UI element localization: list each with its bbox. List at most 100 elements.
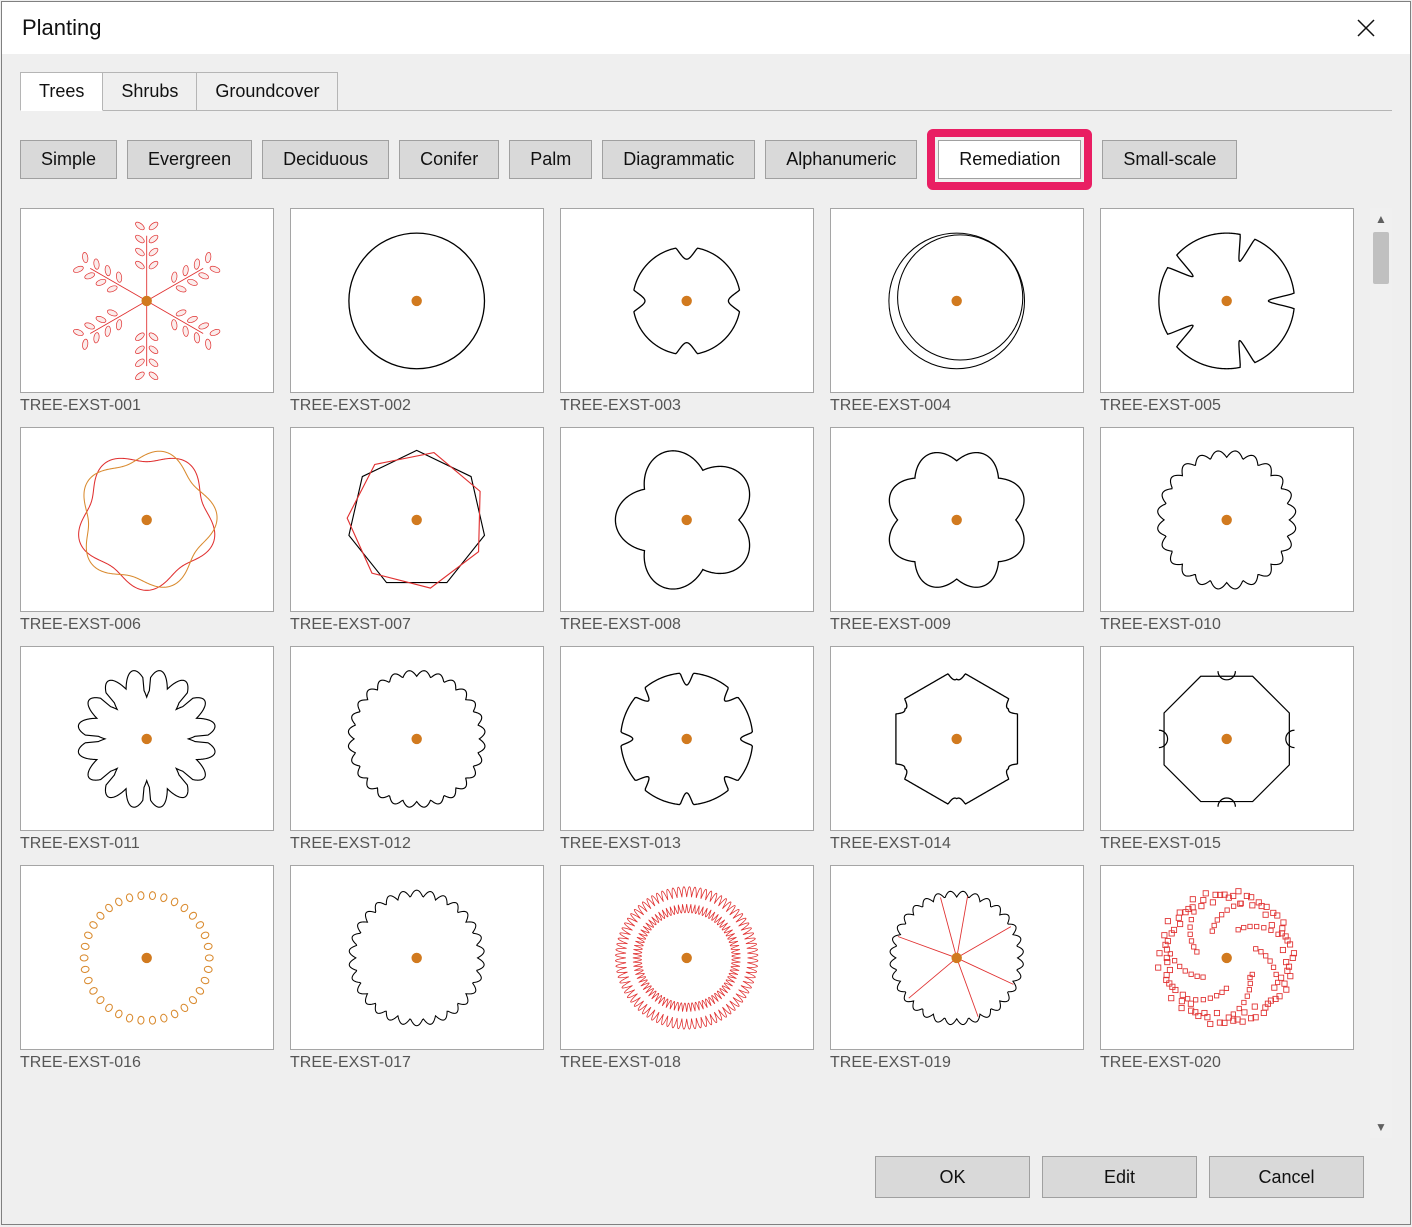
symbol-caption: TREE-EXST-016 bbox=[20, 1054, 274, 1072]
symbol-caption: TREE-EXST-001 bbox=[20, 397, 274, 415]
symbol-caption: TREE-EXST-019 bbox=[830, 1054, 1084, 1072]
symbol-thumb-tree-exst-005[interactable] bbox=[1100, 208, 1354, 393]
close-button[interactable] bbox=[1342, 4, 1390, 52]
symbol-cell: TREE-EXST-010 bbox=[1100, 427, 1354, 634]
symbol-thumb-tree-exst-004[interactable] bbox=[830, 208, 1084, 393]
tree-symbol-icon bbox=[1107, 652, 1346, 826]
symbol-cell: TREE-EXST-009 bbox=[830, 427, 1084, 634]
tree-symbol-icon bbox=[567, 871, 806, 1045]
tree-symbol-icon bbox=[1107, 433, 1346, 607]
sub-tab-deciduous[interactable]: Deciduous bbox=[262, 140, 389, 179]
scroll-down-arrow[interactable]: ▼ bbox=[1370, 1116, 1392, 1138]
symbol-caption: TREE-EXST-006 bbox=[20, 616, 274, 634]
sub-tab-alphanumeric[interactable]: Alphanumeric bbox=[765, 140, 917, 179]
symbol-cell: TREE-EXST-007 bbox=[290, 427, 544, 634]
close-icon bbox=[1356, 18, 1376, 38]
symbol-thumb-tree-exst-015[interactable] bbox=[1100, 646, 1354, 831]
scroll-track[interactable] bbox=[1370, 230, 1392, 1116]
symbol-thumb-tree-exst-017[interactable] bbox=[290, 865, 544, 1050]
symbol-cell: TREE-EXST-005 bbox=[1100, 208, 1354, 415]
symbol-caption: TREE-EXST-004 bbox=[830, 397, 1084, 415]
planting-dialog: Planting TreesShrubsGroundcover Simple Ev… bbox=[1, 1, 1411, 1225]
symbol-caption: TREE-EXST-002 bbox=[290, 397, 544, 415]
symbol-cell: TREE-EXST-006 bbox=[20, 427, 274, 634]
symbol-caption: TREE-EXST-009 bbox=[830, 616, 1084, 634]
tree-symbol-icon bbox=[27, 652, 266, 826]
symbol-cell: TREE-EXST-004 bbox=[830, 208, 1084, 415]
symbol-caption: TREE-EXST-011 bbox=[20, 835, 274, 853]
tree-symbol-icon bbox=[837, 433, 1076, 607]
tree-symbol-icon bbox=[837, 871, 1076, 1045]
dialog-content: TreesShrubsGroundcover Simple Evergreen De… bbox=[2, 54, 1410, 1224]
symbol-thumb-tree-exst-016[interactable] bbox=[20, 865, 274, 1050]
symbol-thumb-tree-exst-013[interactable] bbox=[560, 646, 814, 831]
symbol-caption: TREE-EXST-007 bbox=[290, 616, 544, 634]
button-row: OK Edit Cancel bbox=[20, 1138, 1392, 1206]
scroll-up-arrow[interactable]: ▲ bbox=[1370, 208, 1392, 230]
tree-symbol-icon bbox=[297, 214, 536, 388]
symbol-thumb-tree-exst-001[interactable] bbox=[20, 208, 274, 393]
sub-tab-palm[interactable]: Palm bbox=[509, 140, 592, 179]
symbol-caption: TREE-EXST-020 bbox=[1100, 1054, 1354, 1072]
symbol-cell: TREE-EXST-001 bbox=[20, 208, 274, 415]
highlight-box: Remediation bbox=[927, 129, 1092, 190]
tree-symbol-icon bbox=[837, 652, 1076, 826]
symbol-caption: TREE-EXST-013 bbox=[560, 835, 814, 853]
scrollbar[interactable]: ▲ ▼ bbox=[1370, 208, 1392, 1138]
symbol-thumb-tree-exst-008[interactable] bbox=[560, 427, 814, 612]
symbol-thumb-tree-exst-012[interactable] bbox=[290, 646, 544, 831]
grid-scroll: TREE-EXST-001 TREE-EXST-002 TREE-EXST-003 T… bbox=[20, 208, 1366, 1138]
symbol-cell: TREE-EXST-013 bbox=[560, 646, 814, 853]
symbol-thumb-tree-exst-003[interactable] bbox=[560, 208, 814, 393]
symbol-thumb-tree-exst-010[interactable] bbox=[1100, 427, 1354, 612]
symbol-thumb-tree-exst-006[interactable] bbox=[20, 427, 274, 612]
symbol-thumb-tree-exst-009[interactable] bbox=[830, 427, 1084, 612]
tree-symbol-icon bbox=[297, 871, 536, 1045]
symbol-thumb-tree-exst-007[interactable] bbox=[290, 427, 544, 612]
tree-symbol-icon bbox=[1107, 214, 1346, 388]
sub-tab-row: Simple Evergreen Deciduous Conifer Palm Diagr… bbox=[20, 111, 1392, 190]
sub-tab-remediation[interactable]: Remediation bbox=[938, 140, 1081, 179]
symbol-thumb-tree-exst-018[interactable] bbox=[560, 865, 814, 1050]
symbol-caption: TREE-EXST-005 bbox=[1100, 397, 1354, 415]
symbol-cell: TREE-EXST-016 bbox=[20, 865, 274, 1072]
tree-symbol-icon bbox=[1107, 871, 1346, 1045]
sub-tab-simple[interactable]: Simple bbox=[20, 140, 117, 179]
symbol-thumb-tree-exst-020[interactable] bbox=[1100, 865, 1354, 1050]
sub-tab-small-scale[interactable]: Small-scale bbox=[1102, 140, 1237, 179]
sub-tab-evergreen[interactable]: Evergreen bbox=[127, 140, 252, 179]
tree-symbol-icon bbox=[567, 652, 806, 826]
symbol-caption: TREE-EXST-018 bbox=[560, 1054, 814, 1072]
grid-wrap: TREE-EXST-001 TREE-EXST-002 TREE-EXST-003 T… bbox=[20, 208, 1392, 1138]
sub-tab-conifer[interactable]: Conifer bbox=[399, 140, 499, 179]
symbol-cell: TREE-EXST-018 bbox=[560, 865, 814, 1072]
symbol-cell: TREE-EXST-020 bbox=[1100, 865, 1354, 1072]
edit-button[interactable]: Edit bbox=[1042, 1156, 1197, 1198]
tree-symbol-icon bbox=[837, 214, 1076, 388]
tree-symbol-icon bbox=[27, 214, 266, 388]
tree-symbol-icon bbox=[567, 214, 806, 388]
ok-button[interactable]: OK bbox=[875, 1156, 1030, 1198]
symbol-cell: TREE-EXST-011 bbox=[20, 646, 274, 853]
tree-symbol-icon bbox=[297, 652, 536, 826]
symbol-cell: TREE-EXST-014 bbox=[830, 646, 1084, 853]
symbol-thumb-tree-exst-002[interactable] bbox=[290, 208, 544, 393]
main-tab-shrubs[interactable]: Shrubs bbox=[102, 72, 197, 110]
symbol-thumb-tree-exst-019[interactable] bbox=[830, 865, 1084, 1050]
main-tab-trees[interactable]: Trees bbox=[20, 72, 103, 111]
symbol-cell: TREE-EXST-012 bbox=[290, 646, 544, 853]
symbol-caption: TREE-EXST-003 bbox=[560, 397, 814, 415]
symbol-thumb-tree-exst-014[interactable] bbox=[830, 646, 1084, 831]
symbol-cell: TREE-EXST-003 bbox=[560, 208, 814, 415]
cancel-button[interactable]: Cancel bbox=[1209, 1156, 1364, 1198]
symbol-caption: TREE-EXST-017 bbox=[290, 1054, 544, 1072]
tree-symbol-icon bbox=[567, 433, 806, 607]
main-tab-groundcover[interactable]: Groundcover bbox=[196, 72, 338, 110]
sub-tab-diagrammatic[interactable]: Diagrammatic bbox=[602, 140, 755, 179]
tree-symbol-icon bbox=[27, 871, 266, 1045]
main-tab-row: TreesShrubsGroundcover bbox=[20, 72, 1392, 111]
scroll-thumb[interactable] bbox=[1373, 232, 1389, 284]
symbol-thumb-tree-exst-011[interactable] bbox=[20, 646, 274, 831]
symbol-cell: TREE-EXST-017 bbox=[290, 865, 544, 1072]
title-bar: Planting bbox=[2, 2, 1410, 54]
